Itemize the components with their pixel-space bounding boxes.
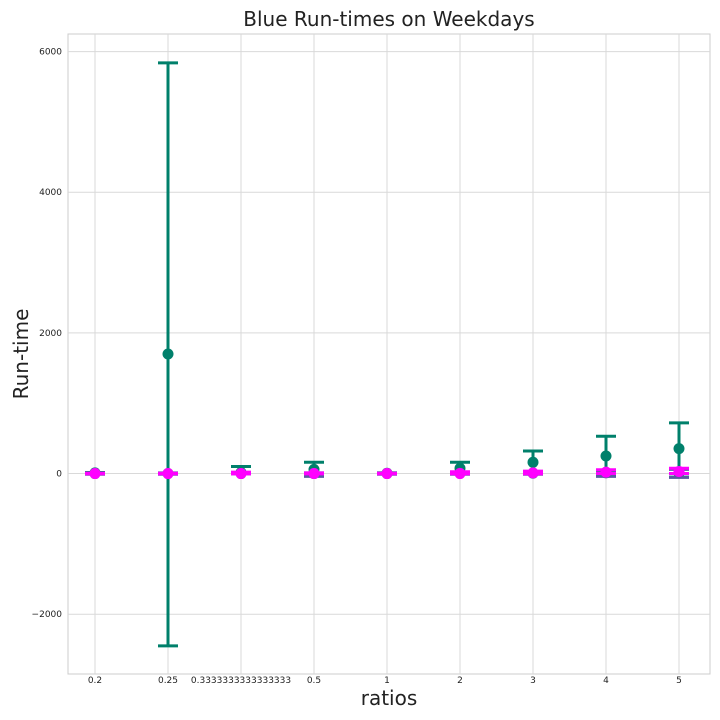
data-point — [673, 465, 685, 477]
y-tick-labels: −2000 0 2000 4000 6000 — [32, 48, 63, 621]
x-tick-label: 2 — [457, 676, 463, 686]
x-tick-label: 3 — [530, 676, 536, 686]
y-tick-label: 6000 — [39, 48, 62, 58]
data-point — [308, 468, 320, 480]
x-tick-label: 1 — [384, 676, 390, 686]
data-point — [454, 468, 466, 480]
series-layer — [85, 61, 689, 648]
y-tick-label: −2000 — [32, 610, 63, 620]
y-axis-label: Run-time — [9, 309, 33, 400]
y-tick-label: 0 — [56, 470, 62, 480]
y-tick-label: 4000 — [39, 188, 62, 198]
data-point — [89, 468, 101, 480]
data-point — [527, 456, 539, 468]
data-point — [527, 467, 539, 479]
x-axis-label: ratios — [361, 686, 418, 710]
x-tick-label: 0.3333333333333333 — [191, 676, 291, 686]
plot-area — [67, 33, 711, 675]
data-point — [600, 466, 612, 478]
data-point — [600, 450, 612, 462]
data-point — [381, 468, 393, 480]
x-tick-labels: 0.2 0.25 0.3333333333333333 0.5 1 2 3 4 5 — [88, 676, 682, 686]
y-tick-label: 2000 — [39, 329, 62, 339]
data-point — [162, 468, 174, 480]
x-tick-label: 0.5 — [307, 676, 321, 686]
data-point — [235, 468, 247, 480]
x-tick-label: 5 — [676, 676, 682, 686]
grid — [68, 34, 710, 674]
x-tick-label: 4 — [603, 676, 609, 686]
series-3 — [85, 465, 689, 480]
data-point — [673, 443, 685, 455]
x-tick-label: 0.25 — [158, 676, 178, 686]
x-tick-label: 0.2 — [88, 676, 102, 686]
chart-title: Blue Run-times on Weekdays — [243, 7, 534, 31]
data-point — [162, 348, 174, 360]
